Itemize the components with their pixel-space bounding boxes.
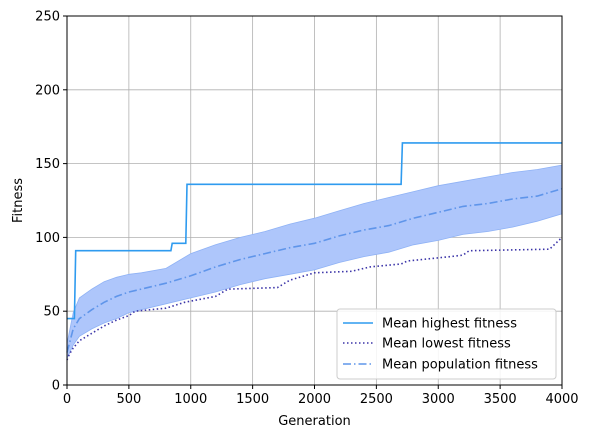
mean-population-fitness-line xyxy=(66,187,563,353)
x-axis-ticks: 0 500 1000 1500 2000 2500 3000 3500 4000 xyxy=(63,385,579,407)
x-tick-label: 3000 xyxy=(422,392,455,407)
x-tick-label: 2000 xyxy=(298,392,331,407)
legend-label-lowest: Mean lowest fitness xyxy=(382,337,511,352)
x-tick-label: 4000 xyxy=(545,392,578,407)
y-tick-label: 0 xyxy=(52,379,60,394)
mean-highest-fitness-line xyxy=(67,142,562,320)
x-tick-label: 2500 xyxy=(360,392,393,407)
y-tick-label: 100 xyxy=(35,231,60,246)
x-tick-label: 500 xyxy=(116,392,141,407)
y-tick-label: 200 xyxy=(35,83,60,98)
x-tick-label: 1000 xyxy=(174,392,207,407)
y-axis-ticks: 0 50 100 150 200 250 xyxy=(35,10,67,394)
legend: Mean highest fitness Mean lowest fitness… xyxy=(336,308,557,380)
y-axis-label: Fitness xyxy=(11,178,26,223)
x-tick-label: 0 xyxy=(63,392,71,407)
mean-lowest-fitness-line xyxy=(66,236,563,361)
legend-label-population: Mean population fitness xyxy=(382,358,538,373)
x-tick-label: 3500 xyxy=(484,392,517,407)
legend-label-highest: Mean highest fitness xyxy=(382,317,517,332)
y-tick-label: 250 xyxy=(35,10,60,25)
x-axis-label: Generation xyxy=(278,414,351,429)
y-tick-label: 50 xyxy=(43,305,60,320)
legend-box xyxy=(336,308,557,380)
x-tick-label: 1500 xyxy=(236,392,269,407)
y-tick-label: 150 xyxy=(35,157,60,172)
